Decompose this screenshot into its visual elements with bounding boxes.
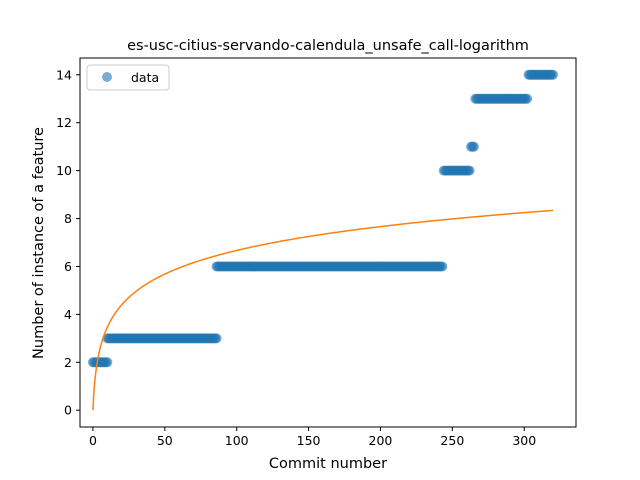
y-tick-label: 12	[56, 115, 72, 130]
data-point	[437, 261, 448, 272]
x-tick-label: 150	[297, 433, 321, 448]
y-tick-label: 6	[64, 259, 72, 274]
x-axis: 0 50 100 150 200 250 300	[89, 427, 536, 448]
y-tick-label: 14	[56, 67, 72, 82]
y-tick-label: 4	[64, 307, 72, 322]
data-point	[548, 69, 558, 80]
data-point	[211, 333, 222, 344]
x-tick-label: 0	[89, 433, 97, 448]
x-tick-label: 50	[157, 433, 173, 448]
fit-line	[92, 209, 554, 411]
x-tick-label: 300	[512, 433, 536, 448]
data-point	[522, 93, 533, 104]
y-tick-label: 10	[56, 163, 72, 178]
x-tick-label: 250	[440, 433, 464, 448]
y-tick-label: 8	[64, 211, 72, 226]
data-point	[468, 141, 479, 152]
legend-label: data	[131, 70, 159, 85]
x-tick-label: 200	[369, 433, 393, 448]
x-axis-label: Commit number	[269, 456, 387, 472]
legend-marker	[102, 72, 112, 82]
data-point	[464, 165, 475, 176]
axes-frame	[79, 57, 577, 428]
y-axis-label: Number of instance of a feature	[31, 127, 47, 359]
legend: data	[86, 64, 170, 91]
y-axis: 0 2 4 6 8 10 12 14	[56, 67, 80, 418]
x-tick-label: 100	[225, 433, 249, 448]
y-tick-label: 0	[64, 403, 72, 418]
data-point	[102, 357, 113, 368]
y-tick-label: 2	[64, 355, 72, 370]
plot-area	[87, 69, 558, 411]
legend-box	[86, 64, 170, 91]
chart-title: es-usc-citius-servando-calendula_unsafe_…	[127, 38, 529, 54]
